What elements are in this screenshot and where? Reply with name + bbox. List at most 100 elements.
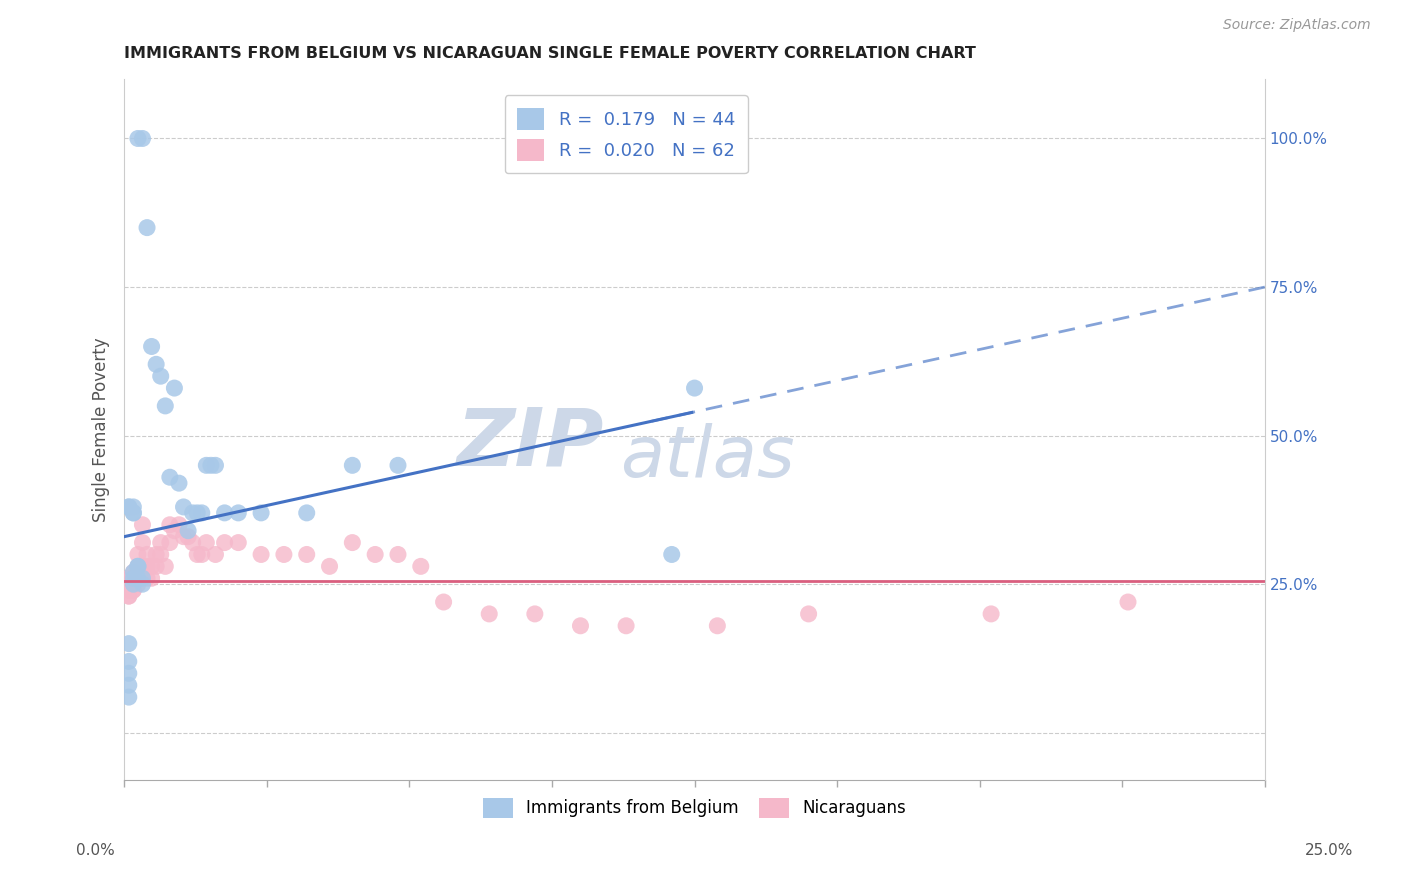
Point [122, 506, 145, 520]
Point [226, 506, 249, 520]
Point [141, 571, 163, 585]
Point [149, 548, 172, 562]
Point [177, 524, 200, 538]
Point [159, 535, 181, 549]
Point [118, 500, 141, 514]
Point [523, 607, 546, 621]
Point [200, 458, 222, 473]
Point [118, 571, 141, 585]
Point [118, 571, 141, 585]
Point [122, 583, 145, 598]
Point [159, 517, 181, 532]
Point [149, 369, 172, 384]
Point [122, 571, 145, 585]
Point [226, 535, 249, 549]
Point [387, 548, 409, 562]
Point [145, 357, 167, 371]
Point [122, 571, 145, 585]
Point [118, 589, 141, 603]
Point [118, 589, 141, 603]
Point [155, 559, 177, 574]
Point [318, 559, 340, 574]
Point [204, 548, 226, 562]
Point [195, 458, 218, 473]
Point [127, 559, 149, 574]
Point [204, 458, 226, 473]
Point [181, 535, 204, 549]
Point [342, 535, 364, 549]
Point [980, 607, 1002, 621]
Point [127, 548, 149, 562]
Point [136, 220, 159, 235]
Point [163, 381, 186, 395]
Point [1116, 595, 1139, 609]
Point [122, 566, 145, 580]
Point [661, 548, 683, 562]
Point [122, 577, 145, 591]
Point [181, 506, 204, 520]
Point [118, 678, 141, 692]
Point [122, 571, 145, 585]
Legend: Immigrants from Belgium, Nicaraguans: Immigrants from Belgium, Nicaraguans [477, 791, 912, 824]
Text: ZIP: ZIP [456, 405, 603, 483]
Point [173, 500, 195, 514]
Point [186, 506, 208, 520]
Point [163, 524, 186, 538]
Point [118, 500, 141, 514]
Point [683, 381, 706, 395]
Point [118, 583, 141, 598]
Point [186, 548, 208, 562]
Text: Source: ZipAtlas.com: Source: ZipAtlas.com [1223, 18, 1371, 31]
Point [122, 577, 145, 591]
Point [173, 530, 195, 544]
Point [342, 458, 364, 473]
Point [159, 470, 181, 484]
Point [118, 666, 141, 681]
Point [569, 619, 592, 633]
Point [295, 548, 318, 562]
Point [127, 577, 149, 591]
Point [145, 559, 167, 574]
Point [149, 535, 172, 549]
Point [433, 595, 456, 609]
Point [364, 548, 387, 562]
Point [409, 559, 432, 574]
Point [155, 399, 177, 413]
Point [131, 577, 153, 591]
Point [122, 500, 145, 514]
Point [295, 506, 318, 520]
Point [706, 619, 728, 633]
Point [118, 583, 141, 598]
Point [141, 559, 163, 574]
Point [118, 577, 141, 591]
Point [122, 506, 145, 520]
Point [131, 559, 153, 574]
Point [177, 530, 200, 544]
Point [122, 566, 145, 580]
Point [118, 690, 141, 705]
Point [118, 637, 141, 651]
Point [141, 339, 163, 353]
Point [191, 548, 214, 562]
Point [131, 571, 153, 585]
Point [136, 548, 159, 562]
Point [195, 535, 218, 549]
Point [136, 559, 159, 574]
Text: 25.0%: 25.0% [1305, 843, 1353, 857]
Point [167, 476, 190, 491]
Point [131, 517, 153, 532]
Point [250, 548, 273, 562]
Point [273, 548, 295, 562]
Point [127, 559, 149, 574]
Text: atlas: atlas [620, 423, 794, 492]
Text: IMMIGRANTS FROM BELGIUM VS NICARAGUAN SINGLE FEMALE POVERTY CORRELATION CHART: IMMIGRANTS FROM BELGIUM VS NICARAGUAN SI… [124, 46, 976, 62]
Y-axis label: Single Female Poverty: Single Female Poverty [93, 337, 110, 522]
Text: 0.0%: 0.0% [76, 843, 115, 857]
Point [131, 571, 153, 585]
Point [122, 583, 145, 598]
Point [214, 535, 236, 549]
Point [214, 506, 236, 520]
Point [387, 458, 409, 473]
Point [127, 571, 149, 585]
Point [118, 571, 141, 585]
